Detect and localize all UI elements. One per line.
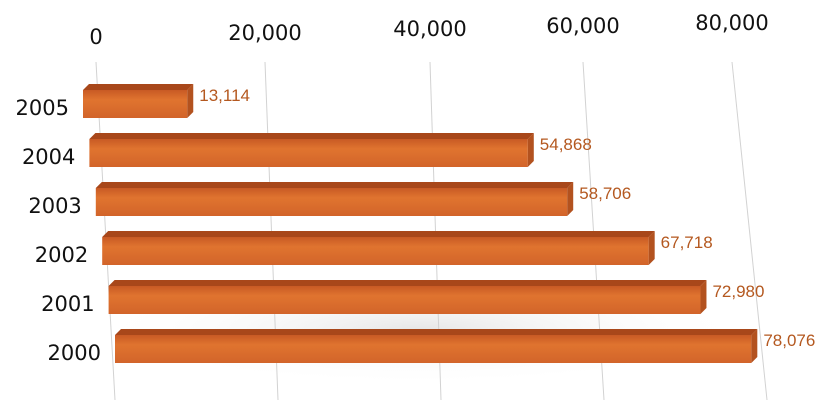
category-label: 2000 <box>48 341 101 365</box>
category-label: 2004 <box>22 145 75 169</box>
bar-top-face <box>115 329 758 335</box>
grid-line <box>731 61 768 401</box>
bar-2005 <box>83 84 194 118</box>
x-tick-label: 80,000 <box>695 11 768 35</box>
bar-end-face <box>751 329 758 363</box>
bar-2002 <box>102 231 655 265</box>
bar-top-face <box>108 280 707 286</box>
x-tick-label: 60,000 <box>546 14 619 38</box>
bar-end-face <box>527 133 534 167</box>
data-label: 54,868 <box>540 135 592 154</box>
category-label: 2005 <box>16 96 69 120</box>
bar-top-face <box>95 182 574 188</box>
grid-line <box>95 61 116 401</box>
data-label: 58,706 <box>579 184 631 203</box>
bars <box>83 84 758 363</box>
data-label: 67,718 <box>661 233 713 252</box>
bar-end-face <box>700 280 707 314</box>
x-tick-label: 0 <box>89 25 102 49</box>
bar-end-face <box>648 231 655 265</box>
bar-2000 <box>115 329 758 363</box>
bar-front-face <box>115 335 752 363</box>
bar-front-face <box>102 237 649 265</box>
data-labels: 13,114 54,868 58,706 67,718 72,980 78,076 <box>199 86 815 350</box>
bar-top-face <box>102 231 655 237</box>
x-axis-ticks: 0 20,000 40,000 60,000 80,000 <box>89 11 768 49</box>
bar-2003 <box>95 182 574 216</box>
bar-end-face <box>567 182 574 216</box>
bar-front-face <box>95 188 568 216</box>
x-tick-label: 20,000 <box>228 21 301 45</box>
category-labels: 2005 2004 2003 2002 2001 2000 <box>16 96 101 365</box>
bar-front-face <box>89 139 528 167</box>
bar-front-face <box>83 90 188 118</box>
bar-end-face <box>187 84 194 118</box>
x-tick-label: 40,000 <box>393 17 466 41</box>
bar-top-face <box>89 133 534 139</box>
category-label: 2002 <box>35 243 88 267</box>
data-label: 72,980 <box>712 282 764 301</box>
data-label: 78,076 <box>763 331 815 350</box>
bar-top-face <box>83 84 194 90</box>
category-label: 2003 <box>28 194 81 218</box>
bar-2001 <box>108 280 707 314</box>
bar-2004 <box>89 133 534 167</box>
data-label: 13,114 <box>199 86 250 105</box>
category-label: 2001 <box>41 292 94 316</box>
bar-front-face <box>108 286 701 314</box>
